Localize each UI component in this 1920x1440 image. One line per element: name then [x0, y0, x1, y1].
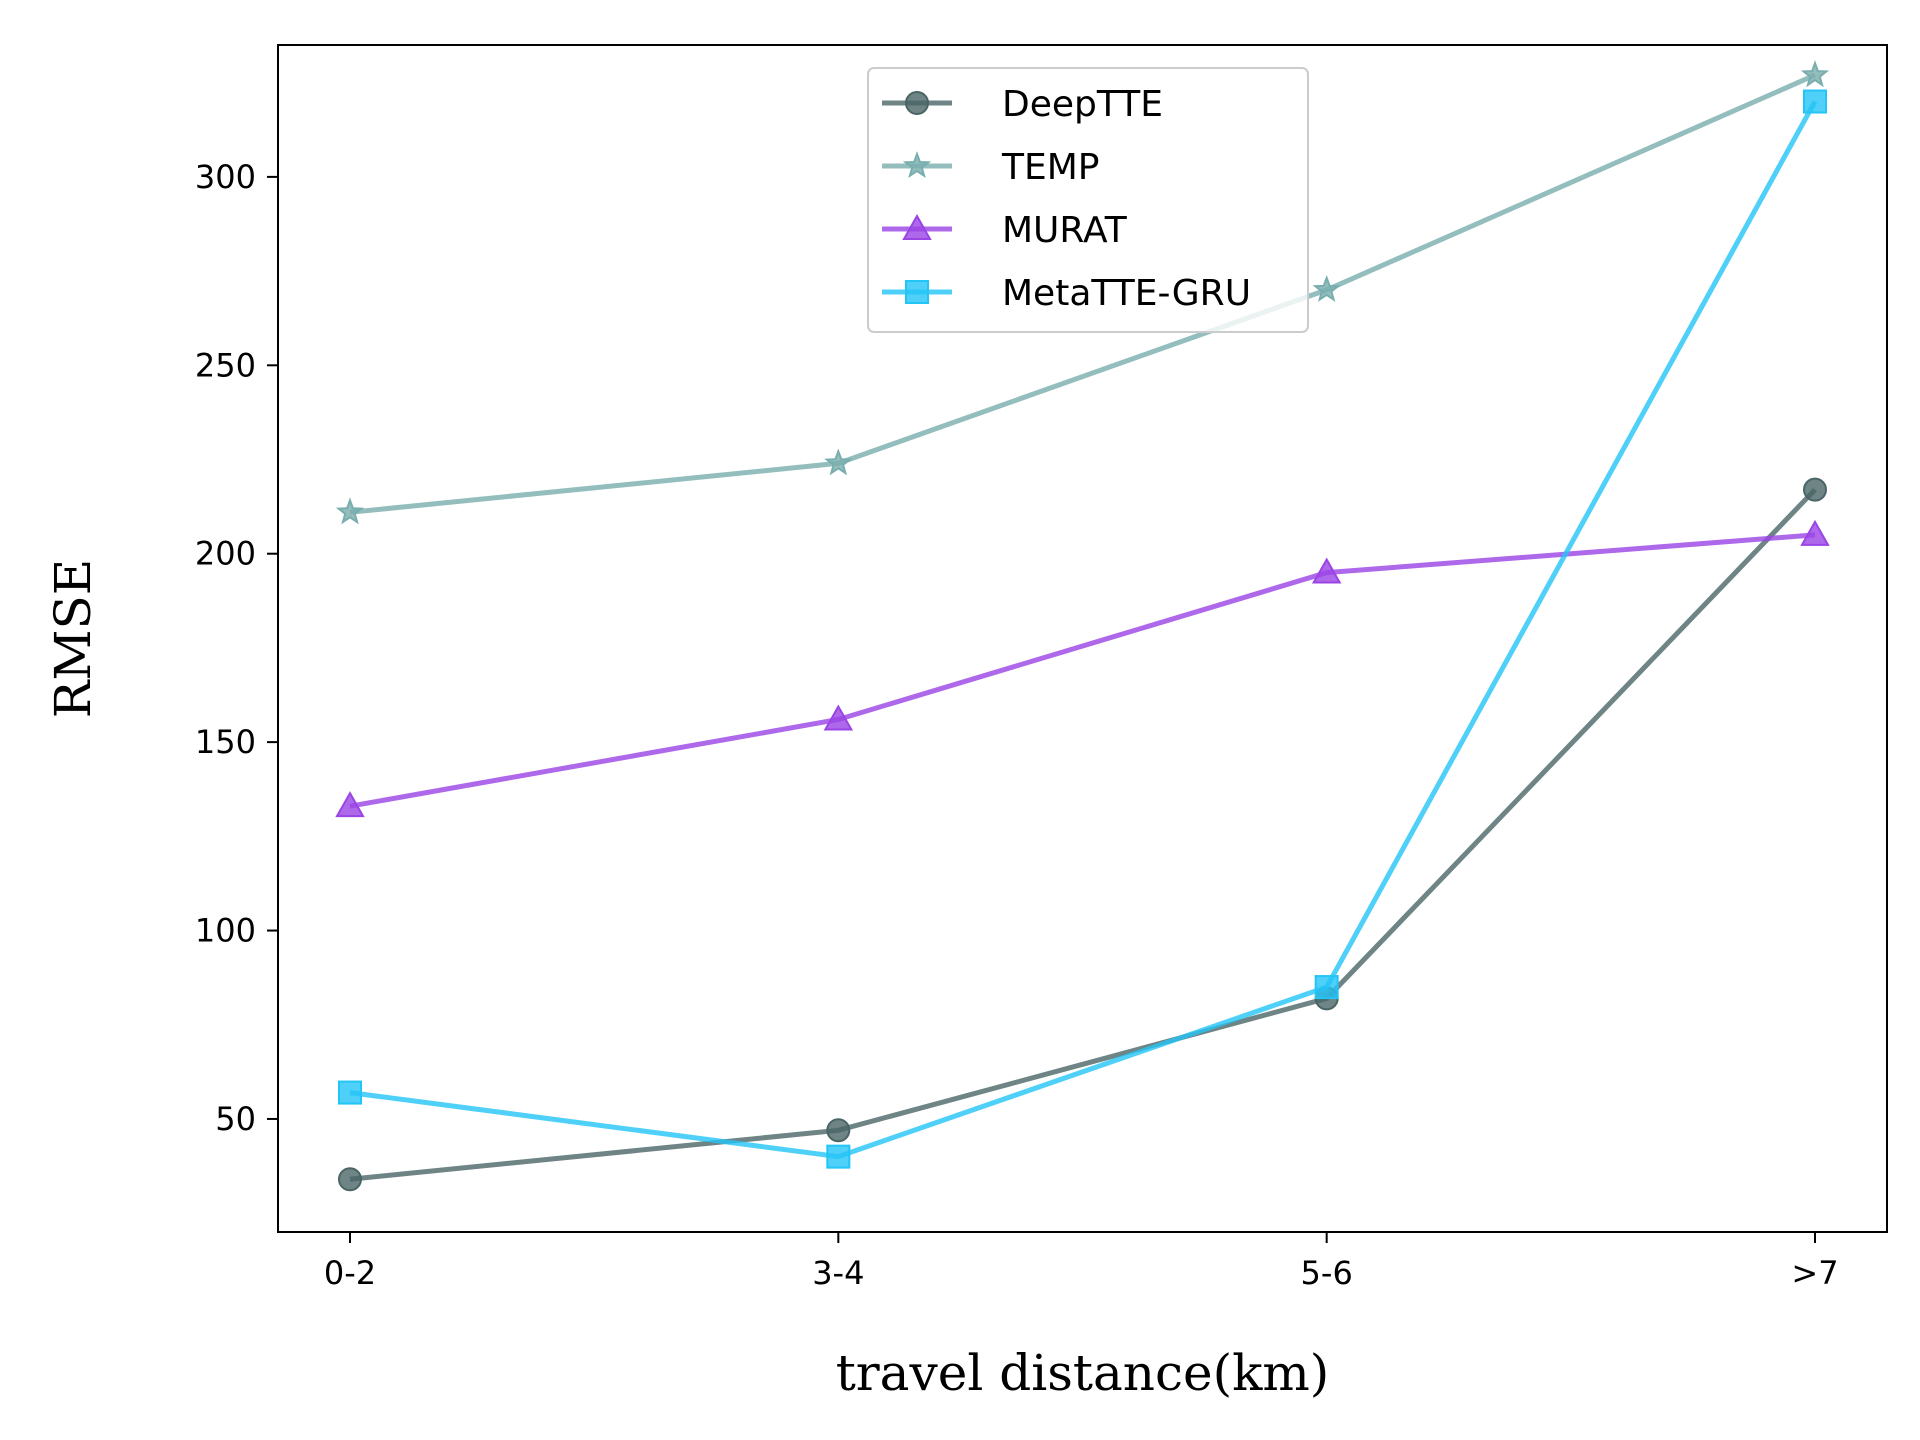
legend-item-murat: MURAT	[882, 210, 1128, 251]
series-temp	[335, 60, 1830, 525]
legend: DeepTTE TEMP MURAT MetaTTE-GRU	[867, 67, 1309, 333]
data-point-metatte-gru	[1803, 89, 1827, 114]
legend-item-metatte-gru: MetaTTE-GRU	[882, 273, 1251, 314]
x-tick-label: 5-6	[1301, 1254, 1353, 1292]
series-murat	[335, 519, 1830, 818]
series-line-deeptte	[349, 487, 1817, 1182]
y-tick-label: 200	[195, 535, 256, 573]
series-layer	[335, 60, 1830, 1192]
data-point-murat	[1800, 519, 1830, 546]
legend-marker-metatte-gru	[905, 280, 929, 304]
data-point-metatte-gru	[338, 1080, 362, 1105]
legend-marker-temp	[902, 151, 932, 179]
series-metatte-gru	[338, 89, 1827, 1169]
legend-box	[867, 67, 1309, 333]
series-line-temp	[349, 72, 1817, 515]
x-tick-label: 0-2	[324, 1254, 376, 1292]
y-tick-label: 100	[195, 912, 256, 950]
legend-label-murat: MURAT	[1002, 210, 1128, 251]
x-axis: 0-2 3-4 5-6 >7	[324, 1232, 1839, 1292]
legend-label-metatte-gru: MetaTTE-GRU	[1002, 273, 1251, 314]
legend-item-temp: TEMP	[882, 147, 1100, 188]
data-point-murat	[1311, 557, 1342, 584]
y-tick-label: 300	[195, 158, 256, 196]
data-point-murat	[823, 704, 854, 731]
data-point-metatte-gru	[1314, 975, 1339, 1000]
y-tick-label: 50	[215, 1100, 256, 1138]
plot-frame	[277, 44, 1888, 1233]
data-point-murat	[335, 791, 365, 818]
x-axis-title: travel distance(km)	[836, 1344, 1330, 1402]
data-point-metatte-gru	[826, 1144, 851, 1169]
series-line-metatte-gru	[349, 100, 1818, 1160]
legend-marker-murat	[902, 213, 932, 240]
y-axis-title: RMSE	[44, 559, 102, 719]
x-tick-label: >7	[1791, 1254, 1838, 1292]
data-point-deeptte	[1803, 477, 1827, 502]
data-point-deeptte	[826, 1118, 851, 1143]
data-point-deeptte	[338, 1167, 362, 1192]
data-point-temp	[1312, 275, 1341, 302]
legend-item-deeptte: DeepTTE	[882, 84, 1163, 125]
y-axis: 50 100 150 200 250 300	[195, 158, 278, 1138]
legend-label-temp: TEMP	[1001, 147, 1100, 188]
x-tick-label: 3-4	[812, 1254, 864, 1292]
series-line-murat	[349, 532, 1816, 809]
legend-marker-deeptte	[905, 91, 929, 115]
data-point-temp	[1800, 60, 1830, 88]
y-tick-label: 250	[195, 346, 256, 384]
data-point-temp	[335, 497, 365, 525]
legend-label-deeptte: DeepTTE	[1002, 84, 1163, 125]
y-tick-label: 150	[195, 723, 256, 761]
data-point-temp	[824, 448, 853, 476]
